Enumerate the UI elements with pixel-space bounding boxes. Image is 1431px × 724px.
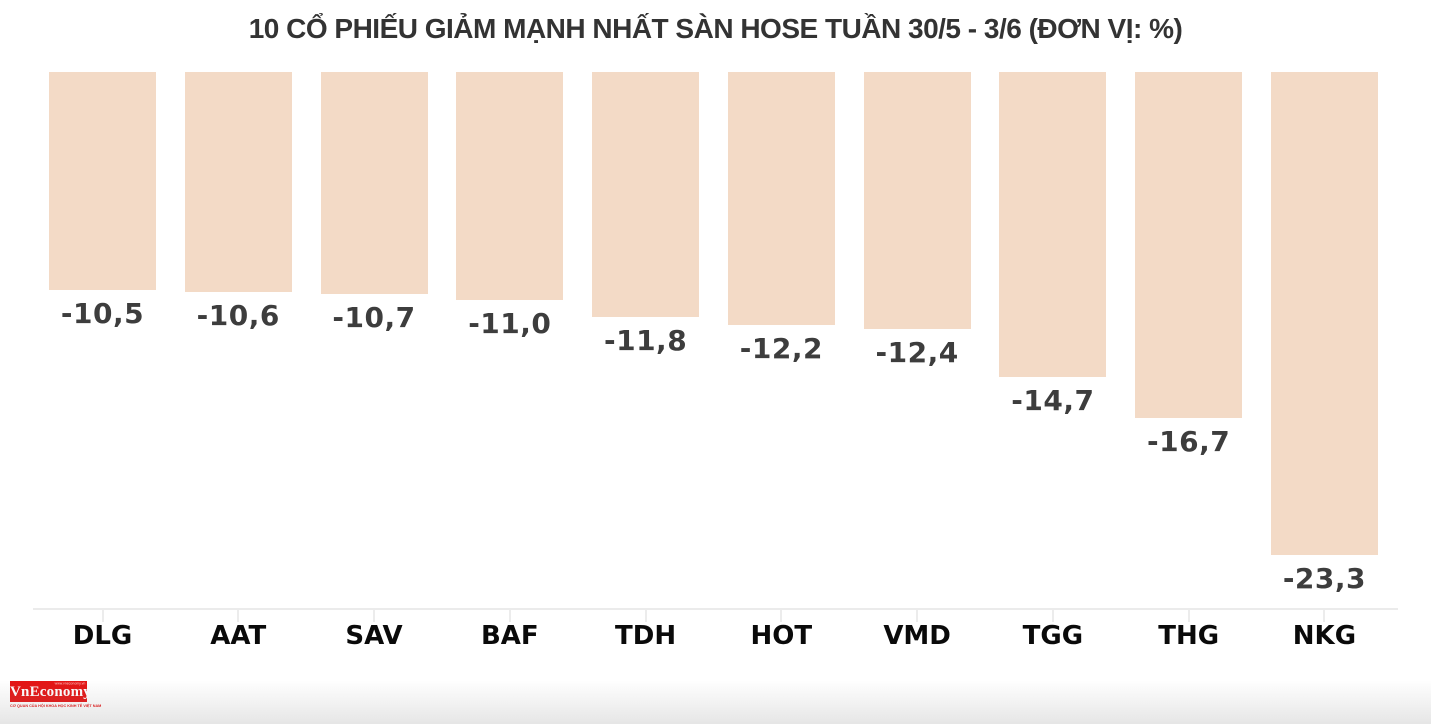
bar-BAF (456, 72, 564, 300)
x-axis-label-DLG: DLG (72, 621, 133, 651)
x-axis-tick (373, 609, 376, 622)
bar-value-label-THG: -16,7 (1147, 425, 1231, 458)
x-axis-label-NKG: NKG (1292, 621, 1357, 651)
bar-value-label-VMD: -12,4 (875, 336, 959, 369)
logo-smallprint-text: www.vneconomy.vn (54, 682, 85, 686)
x-axis-tick (916, 609, 919, 622)
x-axis-line (33, 608, 1398, 610)
vneconomy-logo: www.vneconomy.vn VnEconomy CƠ QUAN CỦA H… (10, 681, 101, 708)
bar-value-label-BAF: -11,0 (468, 307, 552, 340)
logo-tagline: CƠ QUAN CỦA HỘI KHOA HỌC KINH TẾ VIỆT NA… (10, 703, 102, 708)
x-axis-label-SAV: SAV (345, 621, 403, 651)
bar-column-HOT: -12,2 HOT (727, 72, 835, 692)
logo-wordmark: VnEconomy (10, 684, 91, 700)
bar-HOT (727, 72, 835, 325)
bar-TGG (999, 72, 1107, 377)
bar-column-VMD: -12,4 VMD (863, 72, 971, 692)
x-axis-label-TGG: TGG (1022, 621, 1084, 651)
bar-column-TDH: -11,8 TDH (592, 72, 700, 692)
bar-value-label-HOT: -12,2 (739, 332, 823, 365)
bar-column-SAV: -10,7 SAV (320, 72, 428, 692)
bar-TDH (592, 72, 700, 317)
x-axis-label-AAT: AAT (210, 621, 267, 651)
bar-column-THG: -16,7 THG (1135, 72, 1243, 692)
x-axis-label-HOT: HOT (750, 621, 813, 651)
bar-column-NKG: -23,3 NKG (1270, 72, 1378, 692)
x-axis-tick (237, 609, 240, 622)
x-axis-tick (644, 609, 647, 622)
x-axis-tick (1323, 609, 1326, 622)
bar-column-BAF: -11,0 BAF (456, 72, 564, 692)
chart-title: 10 CỔ PHIẾU GIẢM MẠNH NHẤT SÀN HOSE TUẦN… (248, 13, 1183, 44)
bar-AAT (184, 72, 292, 292)
bar-SAV (320, 72, 428, 294)
bar-value-label-DLG: -10,5 (60, 297, 145, 330)
x-axis-label-TDH: TDH (615, 621, 677, 651)
bar-value-label-SAV: -10,7 (332, 301, 416, 334)
bar-column-AAT: -10,6 AAT (184, 72, 292, 692)
bar-VMD (863, 72, 971, 329)
x-axis-tick (508, 609, 511, 622)
x-axis-label-VMD: VMD (883, 621, 951, 651)
bar-value-label-NKG: -23,3 (1282, 562, 1367, 595)
x-axis-label-BAF: BAF (480, 621, 539, 651)
bar-value-label-TGG: -14,7 (1011, 384, 1095, 417)
vneconomy-logo-box: www.vneconomy.vn VnEconomy (10, 681, 91, 702)
x-axis-tick (1187, 609, 1190, 622)
x-axis-tick (101, 609, 104, 622)
bar-value-label-AAT: -10,6 (196, 299, 280, 332)
bar-THG (1135, 72, 1243, 418)
x-axis-tick (1051, 609, 1054, 622)
x-axis-tick (780, 609, 783, 622)
x-axis-label-THG: THG (1158, 621, 1220, 651)
bar-column-TGG: -14,7 TGG (999, 72, 1107, 692)
bar-NKG (1270, 72, 1378, 555)
bar-DLG (49, 72, 156, 290)
bar-value-label-TDH: -11,8 (603, 324, 688, 357)
bar-column-DLG: -10,5 DLG (49, 72, 156, 692)
